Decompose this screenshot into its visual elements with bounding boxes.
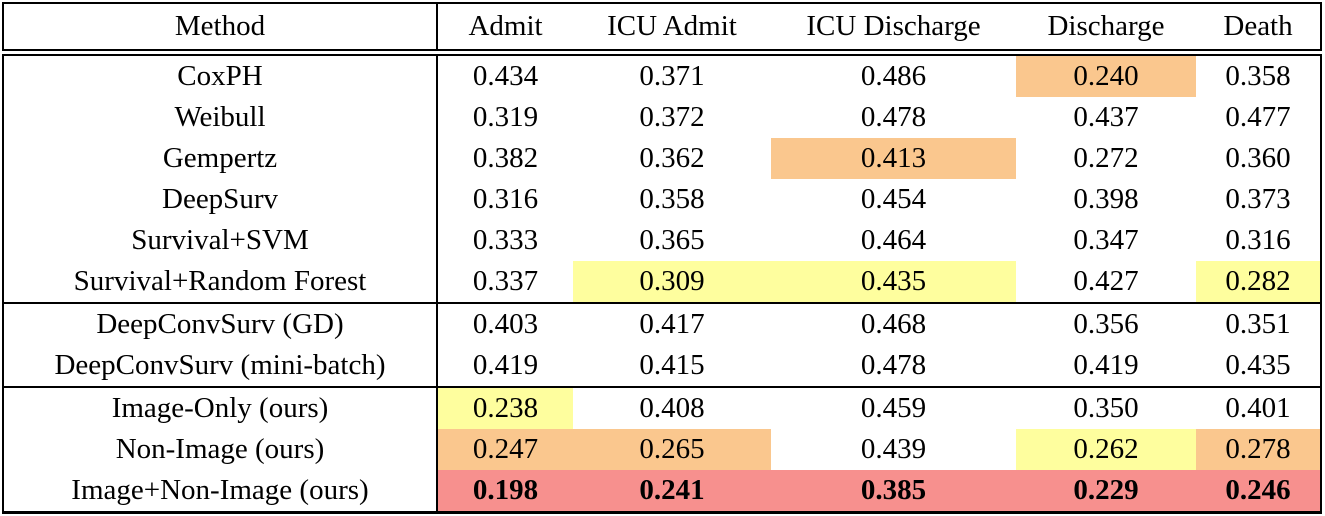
value-cell: 0.403 [437,302,573,345]
table-row: Survival+Random Forest 0.337 0.309 0.435 0.4… [3,261,1321,303]
value-cell: 0.415 [639,349,705,381]
value-cell: 0.464 [860,224,927,256]
table-body: CoxPH 0.434 0.371 0.486 0.240 0.358 Weibull 0.3… [3,52,1321,513]
header-row: Method Admit ICU Admit ICU Discharge Dischar… [3,3,1321,56]
value-cell: 0.419 [1073,349,1139,381]
value-cell: 0.385 [771,470,1016,513]
method-cell: Survival+SVM [3,220,438,261]
table-row: Image-Only (ours) 0.238 0.408 0.459 0.350 0.4… [3,386,1321,429]
value-cell: 0.417 [573,302,771,345]
table-row: DeepConvSurv (GD) 0.403 0.417 0.468 0.356 0.3… [3,302,1321,345]
value-cell: 0.362 [639,142,705,174]
column-header-method: Method [3,3,438,56]
table-row: Survival+SVM 0.333 0.365 0.464 0.347 0.316 [3,220,1321,261]
value-cell: 0.309 [573,261,771,303]
value-cell: 0.437 [1073,101,1139,133]
table-row: Gempertz 0.382 0.362 0.413 0.272 0.360 [3,138,1321,179]
value-cell: 0.427 [1073,265,1139,297]
method-cell: DeepConvSurv (mini-batch) [3,345,438,387]
value-cell: 0.241 [573,470,771,513]
value-cell: 0.247 [437,429,573,470]
value-cell: 0.316 [472,183,539,215]
value-cell: 0.238 [437,386,573,429]
method-cell: CoxPH [3,52,438,97]
table-row: DeepConvSurv (mini-batch) 0.419 0.415 0.478… [3,345,1321,387]
value-cell: 0.468 [771,302,1016,345]
column-header-discharge: Discharge [1016,3,1196,56]
method-cell: Non-Image (ours) [3,429,438,470]
value-cell: 0.246 [1196,470,1321,513]
column-header-admit: Admit [437,3,573,56]
value-cell: 0.486 [860,60,927,92]
value-cell: 0.240 [1016,52,1196,97]
column-header-death: Death [1196,3,1321,56]
value-cell: 0.198 [437,470,573,513]
value-cell: 0.265 [573,429,771,470]
value-cell: 0.356 [1016,302,1196,345]
value-cell: 0.372 [639,101,705,133]
value-cell: 0.434 [472,60,539,92]
value-cell: 0.278 [1196,429,1321,470]
value-cell: 0.358 [1225,60,1291,92]
value-cell: 0.478 [860,349,927,381]
value-cell: 0.371 [639,60,705,92]
value-cell: 0.319 [472,101,539,133]
table-row: CoxPH 0.434 0.371 0.486 0.240 0.358 [3,52,1321,97]
value-cell: 0.351 [1196,302,1321,345]
value-cell: 0.459 [771,386,1016,429]
method-cell: Image+Non-Image (ours) [3,470,438,513]
value-cell: 0.401 [1196,386,1321,429]
method-cell: DeepConvSurv (GD) [3,302,438,345]
table-row: Image+Non-Image (ours) 0.198 0.241 0.385 0.2… [3,470,1321,513]
value-cell: 0.373 [1225,183,1291,215]
value-cell: 0.358 [639,183,705,215]
value-cell: 0.316 [1225,224,1291,256]
table-row: DeepSurv 0.316 0.358 0.454 0.398 0.373 [3,179,1321,220]
value-cell: 0.262 [1016,429,1196,470]
value-cell: 0.347 [1073,224,1139,256]
value-cell: 0.435 [1225,349,1291,381]
value-cell: 0.229 [1016,470,1196,513]
value-cell: 0.337 [472,265,539,297]
value-cell: 0.478 [860,101,927,133]
value-cell: 0.435 [771,261,1016,303]
value-cell: 0.382 [472,142,539,174]
value-cell: 0.413 [771,138,1016,179]
column-header-icu-discharge: ICU Discharge [771,3,1016,56]
value-cell: 0.350 [1016,386,1196,429]
table-header: Method Admit ICU Admit ICU Discharge Dischar… [3,3,1321,56]
value-cell: 0.454 [860,183,927,215]
method-cell: Survival+Random Forest [3,261,438,303]
value-cell: 0.477 [1225,101,1291,133]
column-header-icu-admit: ICU Admit [573,3,771,56]
value-cell: 0.439 [860,433,927,465]
method-cell: Weibull [3,97,438,138]
value-cell: 0.398 [1073,183,1139,215]
value-cell: 0.360 [1225,142,1291,174]
value-cell: 0.272 [1073,142,1139,174]
table-row: Weibull 0.319 0.372 0.478 0.437 0.477 [3,97,1321,138]
value-cell: 0.333 [472,224,539,256]
value-cell: 0.408 [573,386,771,429]
method-cell: Image-Only (ours) [3,386,438,429]
value-cell: 0.282 [1196,261,1321,303]
method-cell: DeepSurv [3,179,438,220]
method-cell: Gempertz [3,138,438,179]
value-cell: 0.365 [639,224,705,256]
table-row: Non-Image (ours) 0.247 0.265 0.439 0.262 0.27… [3,429,1321,470]
value-cell: 0.419 [472,349,539,381]
